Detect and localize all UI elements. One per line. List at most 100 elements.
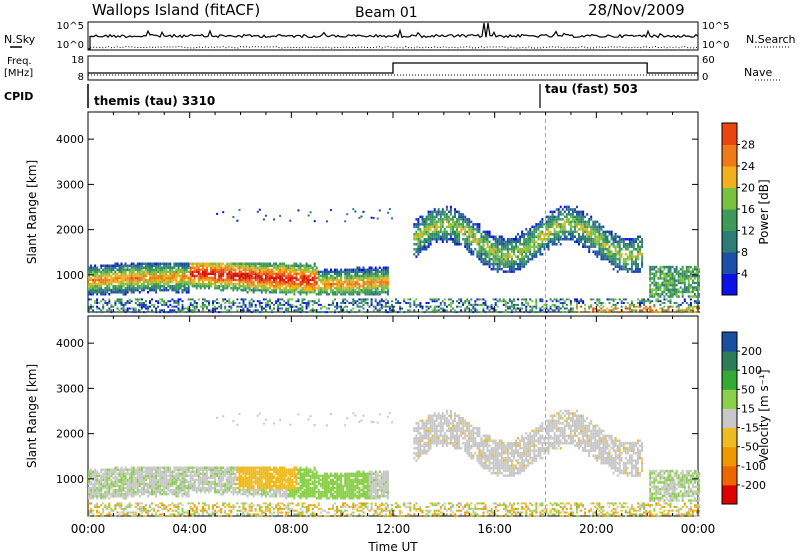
data-cell (500, 235, 503, 238)
data-cell (504, 253, 507, 256)
data-cell (578, 223, 580, 226)
data-cell (128, 272, 131, 276)
data-cell (140, 264, 143, 267)
data-cell (543, 248, 546, 251)
data-cell (273, 286, 275, 290)
data-cell (665, 281, 668, 285)
data-cell (104, 506, 107, 508)
data-cell (529, 248, 532, 251)
data-cell (519, 307, 522, 310)
data-cell (539, 253, 542, 256)
data-cell (698, 295, 700, 298)
data-cell (671, 290, 674, 294)
data-cell (208, 302, 210, 304)
data-cell (171, 305, 174, 308)
data-cell (169, 264, 172, 267)
data-cell (102, 495, 105, 498)
data-cell (447, 210, 450, 214)
data-cell (506, 255, 509, 258)
data-cell (334, 291, 336, 294)
data-cell (510, 262, 513, 266)
data-cell (126, 288, 129, 292)
data-cell (228, 309, 231, 312)
data-cell (415, 235, 418, 238)
data-cell (252, 272, 255, 276)
data-cell (454, 210, 456, 214)
data-cell (222, 300, 225, 303)
data-cell (677, 307, 680, 310)
data-cell (541, 218, 544, 221)
data-cell (384, 298, 387, 301)
data-cell (266, 278, 269, 282)
data-cell (183, 307, 186, 310)
data-cell (571, 225, 574, 229)
data-cell (517, 267, 519, 271)
data-cell (671, 295, 674, 298)
data-cell (419, 245, 422, 248)
data-cell (90, 495, 92, 498)
data-cell (126, 309, 129, 312)
data-cell (364, 276, 367, 280)
data-cell (132, 284, 135, 288)
data-cell (124, 476, 127, 480)
data-cell (348, 286, 351, 290)
data-cell (417, 303, 420, 306)
data-cell (358, 293, 361, 296)
data-cell (472, 235, 475, 238)
data-cell (144, 472, 147, 476)
data-cell (165, 303, 168, 306)
data-cell (126, 470, 129, 473)
data-cell (163, 300, 166, 303)
data-cell (370, 266, 373, 269)
data-cell (153, 286, 156, 290)
data-cell (689, 303, 692, 306)
data-cell (228, 278, 231, 282)
data-cell (590, 303, 593, 306)
data-cell (264, 282, 267, 286)
data-cell (140, 478, 143, 482)
data-cell (153, 280, 156, 284)
data-cell (108, 309, 111, 312)
data-cell (195, 262, 198, 265)
data-cell (551, 303, 554, 306)
data-cell (637, 245, 639, 248)
data-cell (484, 235, 487, 238)
data-cell (386, 274, 389, 278)
data-cell (553, 233, 556, 236)
data-cell (635, 260, 637, 263)
data-cell (195, 282, 198, 286)
data-cell (561, 298, 564, 301)
data-cell (110, 305, 113, 308)
data-cell (252, 291, 255, 294)
data-cell (122, 492, 125, 496)
data-cell (175, 274, 178, 278)
data-cell (291, 305, 294, 308)
data-cell (352, 298, 355, 301)
data-cell (90, 488, 92, 492)
data-cell (677, 272, 680, 276)
data-cell (671, 277, 674, 280)
data-cell (565, 213, 568, 216)
beam-title: Beam 01 (355, 5, 418, 21)
data-cell (628, 267, 631, 271)
data-cell (614, 245, 617, 248)
data-cell (523, 248, 526, 251)
data-cell (330, 288, 332, 292)
data-cell (116, 291, 119, 294)
data-cell (242, 272, 245, 276)
data-cell (291, 278, 294, 282)
data-cell (413, 243, 416, 246)
data-cell (106, 486, 109, 490)
data-cell (336, 307, 339, 310)
data-cell (549, 233, 552, 236)
data-cell (460, 230, 463, 234)
data-cell (205, 307, 208, 310)
data-cell (423, 228, 426, 231)
data-cell (203, 286, 206, 290)
data-cell (376, 291, 379, 294)
data-cell (264, 286, 267, 290)
data-cell (173, 270, 176, 274)
data-cell (323, 284, 326, 288)
data-cell (236, 282, 239, 286)
